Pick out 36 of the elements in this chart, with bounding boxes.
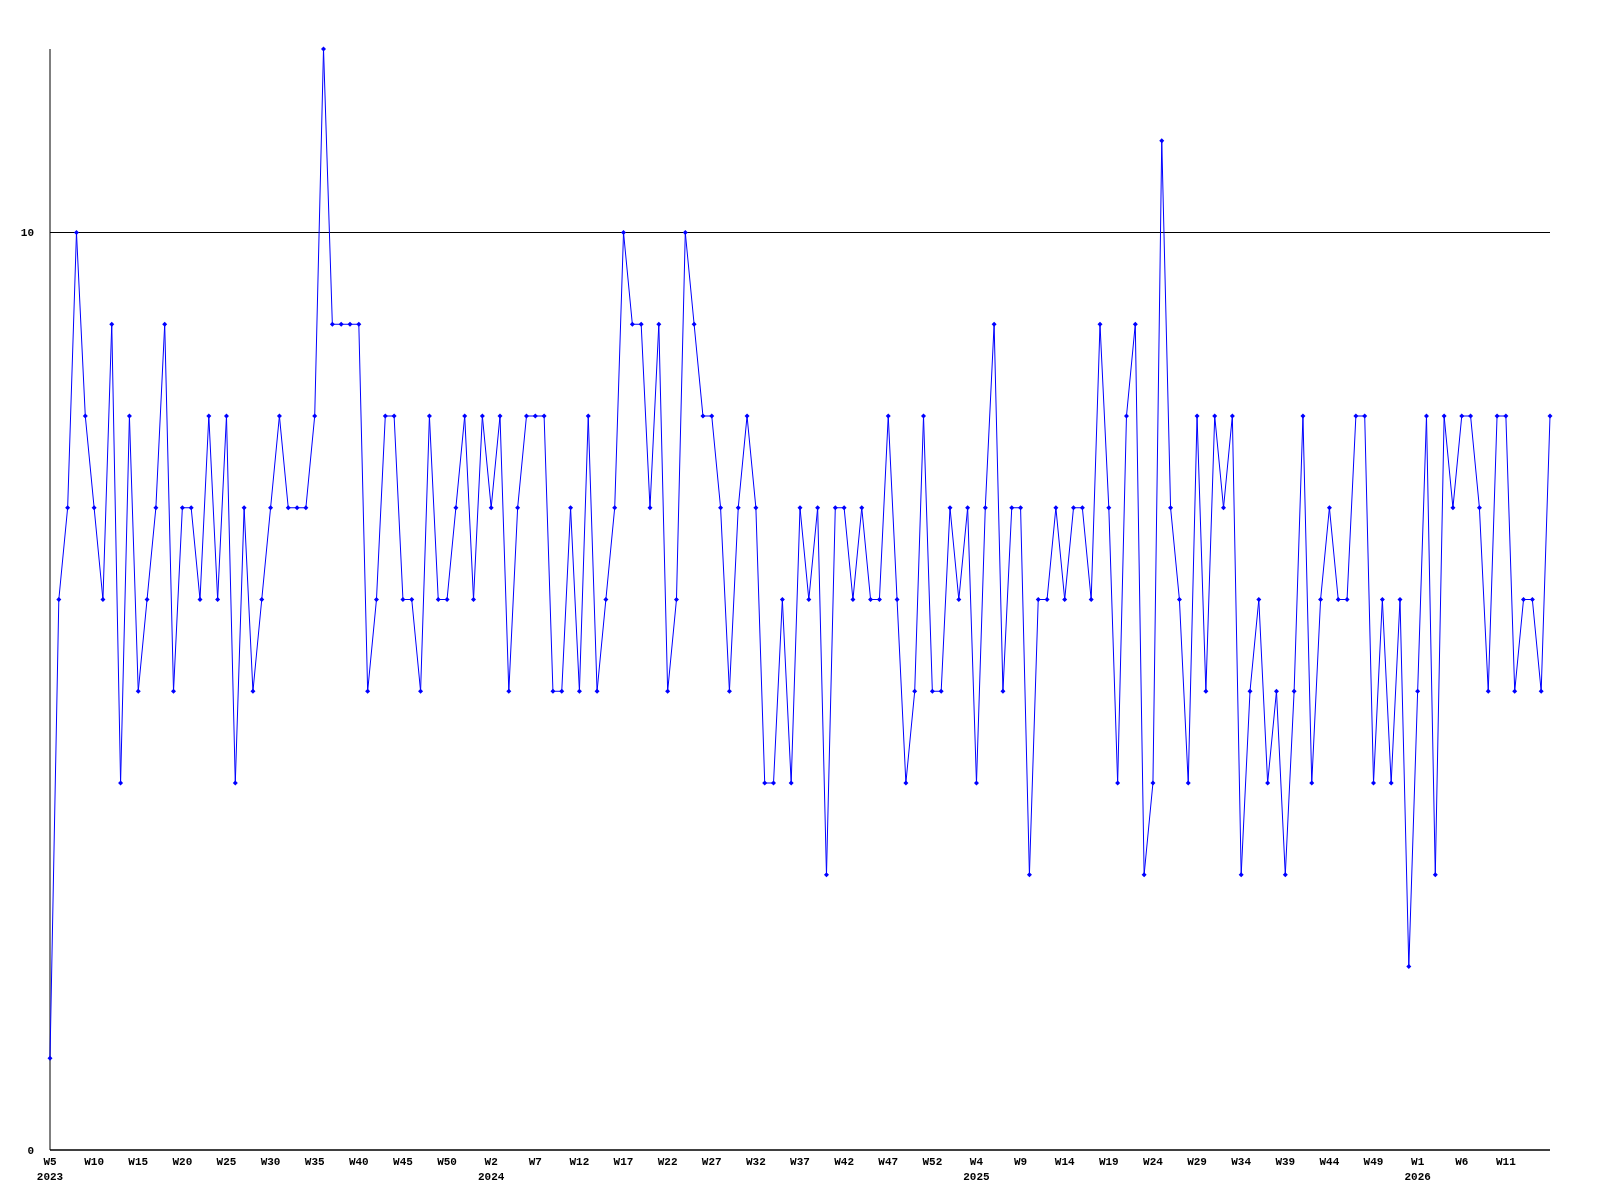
x-tick-label: W42 <box>834 1156 855 1168</box>
y-tick-label: 10 <box>20 227 34 240</box>
x-tick-label: W35 <box>304 1156 325 1168</box>
x-tick-label: W39 <box>1275 1156 1296 1168</box>
x-tick-label: W34 <box>1231 1156 1252 1168</box>
x-tick-label: W5 2023 <box>36 1156 64 1183</box>
y-tick-label: 0 <box>27 1144 34 1157</box>
x-tick-label: W22 <box>657 1156 678 1168</box>
x-tick-label: W30 <box>260 1156 281 1168</box>
x-tick-label: W7 <box>528 1156 542 1168</box>
x-tick-label: W49 <box>1363 1156 1384 1168</box>
x-tick-label: W10 <box>84 1156 105 1168</box>
x-tick-label: W4 2025 <box>963 1156 991 1183</box>
x-tick-label: W45 <box>393 1156 414 1168</box>
x-tick-label: W12 <box>569 1156 590 1168</box>
x-tick-label: W15 <box>128 1156 149 1168</box>
x-tick-label: W44 <box>1319 1156 1340 1168</box>
x-tick-label: W9 <box>1013 1156 1028 1168</box>
x-tick-label: W37 <box>790 1156 810 1168</box>
x-tick-label: W24 <box>1143 1156 1164 1168</box>
x-tick-label: W20 <box>172 1156 193 1168</box>
x-tick-label: W50 <box>437 1156 457 1168</box>
x-tick-label: W52 <box>922 1156 943 1168</box>
x-tick-label: W17 <box>613 1156 634 1168</box>
x-tick-label: W27 <box>701 1156 722 1168</box>
x-tick-label: W32 <box>745 1156 766 1168</box>
x-tick-label: W1 2026 <box>1404 1156 1431 1183</box>
x-tick-label: W40 <box>348 1156 369 1168</box>
x-tick-label: W11 <box>1495 1156 1517 1168</box>
x-tick-label: W25 <box>216 1156 237 1168</box>
x-tick-label: W2 2024 <box>477 1156 505 1183</box>
x-tick-label: W29 <box>1187 1156 1207 1168</box>
x-tick-label: W19 <box>1098 1156 1119 1168</box>
x-tick-label: W47 <box>878 1156 899 1168</box>
x-tick-label: W14 <box>1054 1156 1075 1168</box>
x-tick-label: W6 <box>1455 1156 1469 1168</box>
